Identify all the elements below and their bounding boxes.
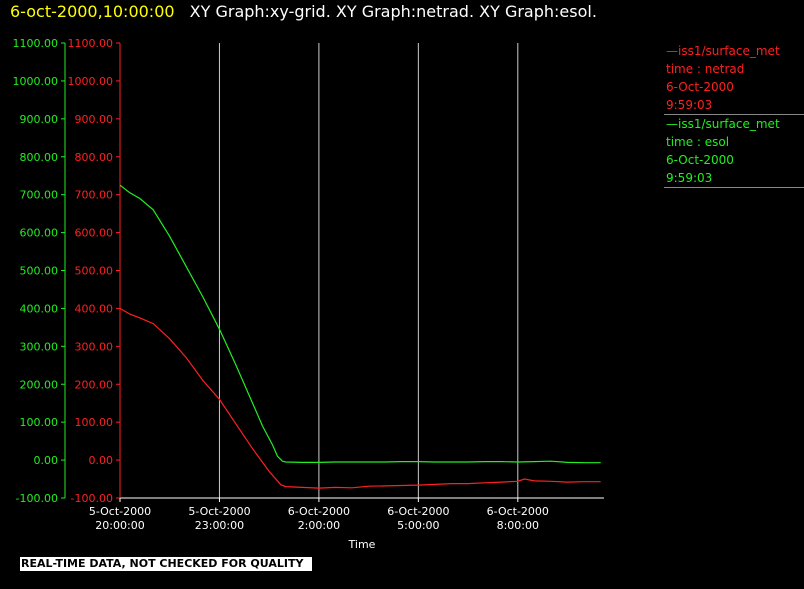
legend-entry-netrad[interactable]: —iss1/surface_met time : netrad 6-Oct-20… [664,42,804,115]
legend-source-label: —iss1/surface_met [666,44,780,58]
graph-list-label: XY Graph:xy-grid. XY Graph:netrad. XY Gr… [189,2,597,21]
x-tick-label-date: 6-Oct-2000 [487,505,549,518]
legend-entry-esol[interactable]: —iss1/surface_met time : esol 6-Oct-2000… [664,115,804,188]
y-tick-label-netrad: 400.00 [75,302,114,315]
legend-variable-label: time : netrad [666,62,745,76]
y-tick-label-esol: 0.00 [34,454,59,467]
series-line-esol [119,184,601,464]
y-tick-label-netrad: -100.00 [71,492,113,505]
y-tick-label-esol: 1100.00 [13,37,59,50]
quality-warning-banner: REAL-TIME DATA, NOT CHECKED FOR QUALITY [20,557,312,571]
y-tick-label-netrad: 100.00 [75,416,114,429]
x-tick-label-time: 2:00:00 [298,519,340,532]
legend-date-label: 6-Oct-2000 [666,153,734,167]
x-tick-label-time: 20:00:00 [95,519,144,532]
y-tick-label-esol: 900.00 [20,113,59,126]
x-tick-label-time: 8:00:00 [497,519,539,532]
y-tick-label-esol: 700.00 [20,189,59,202]
y-tick-label-netrad: 700.00 [75,189,114,202]
x-tick-label-date: 6-Oct-2000 [288,505,350,518]
x-tick-label-time: 5:00:00 [397,519,439,532]
legend-time-label: 9:59:03 [666,171,713,185]
window-title: 6-oct-2000,10:00:00 XY Graph:xy-grid. XY… [10,2,597,22]
legend-variable-label: time : esol [666,135,730,149]
y-tick-label-netrad: 200.00 [75,378,114,391]
y-tick-label-esol: 500.00 [20,265,59,278]
legend: —iss1/surface_met time : netrad 6-Oct-20… [664,42,804,188]
y-tick-label-netrad: 300.00 [75,340,114,353]
y-tick-label-esol: 600.00 [20,227,59,240]
x-tick-label-time: 23:00:00 [195,519,244,532]
x-axis-title: Time [348,538,376,551]
y-tick-label-netrad: 1100.00 [68,37,114,50]
y-tick-label-esol: 200.00 [20,378,59,391]
legend-source-label: —iss1/surface_met [666,117,780,131]
y-tick-label-esol: -100.00 [16,492,58,505]
y-tick-label-netrad: 0.00 [89,454,114,467]
y-tick-label-esol: 400.00 [20,302,59,315]
y-tick-label-netrad: 800.00 [75,151,114,164]
x-tick-label-date: 5-Oct-2000 [188,505,250,518]
y-tick-label-esol: 100.00 [20,416,59,429]
y-tick-label-esol: 1000.00 [13,75,59,88]
legend-date-label: 6-Oct-2000 [666,80,734,94]
y-tick-label-netrad: 600.00 [75,227,114,240]
current-time-label: 6-oct-2000,10:00:00 [10,2,175,21]
x-tick-label-date: 6-Oct-2000 [387,505,449,518]
x-tick-label-date: 5-Oct-2000 [89,505,151,518]
legend-time-label: 9:59:03 [666,98,713,112]
y-tick-label-esol: 300.00 [20,340,59,353]
series-line-netrad [119,307,601,489]
y-tick-label-netrad: 500.00 [75,265,114,278]
y-tick-label-netrad: 1000.00 [68,75,114,88]
y-tick-label-esol: 800.00 [20,151,59,164]
y-tick-label-netrad: 900.00 [75,113,114,126]
